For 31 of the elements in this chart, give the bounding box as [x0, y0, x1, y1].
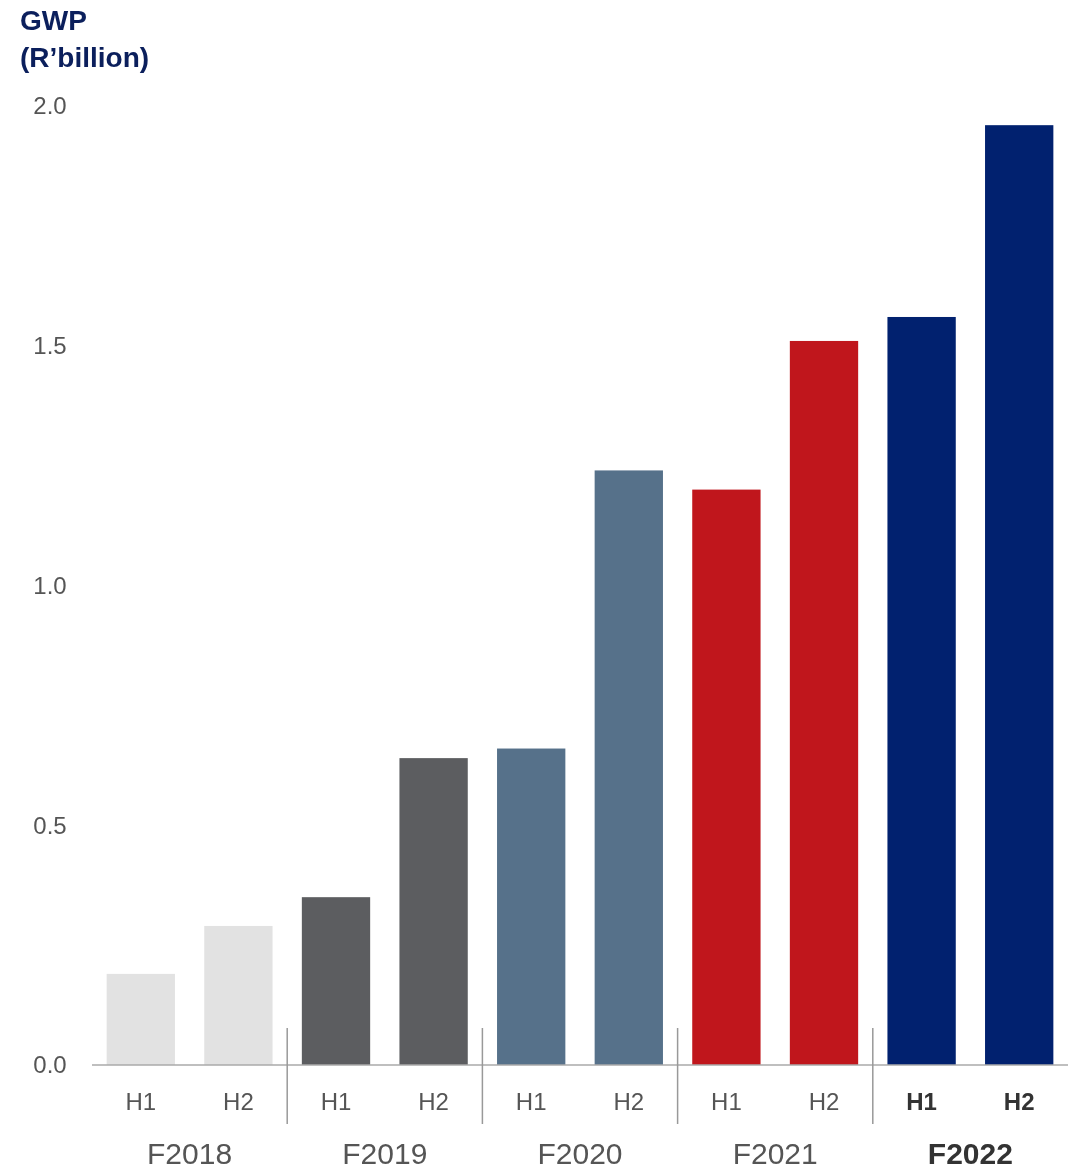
x-tick-label: H1 — [711, 1088, 742, 1115]
y-tick-label: 1.0 — [33, 571, 67, 599]
y-tick-label: 2.0 — [33, 92, 67, 120]
x-tick-label: H2 — [613, 1088, 645, 1115]
y-tick-label: 0.5 — [33, 811, 67, 839]
bar — [106, 973, 175, 1065]
bar — [399, 758, 468, 1065]
x-tick-label: H2 — [808, 1088, 840, 1115]
bar — [497, 748, 566, 1065]
text: F2018 — [147, 1137, 233, 1169]
x-tick-label: H2 — [1003, 1088, 1035, 1115]
text: F2021 — [732, 1137, 818, 1169]
bar — [204, 925, 273, 1065]
x-tick-label: H1 — [515, 1088, 547, 1115]
y-axis-title: GWP (R’billion) — [20, 5, 150, 73]
bar — [789, 340, 859, 1065]
text: F2019 — [342, 1137, 428, 1169]
text: F2020 — [537, 1137, 623, 1169]
bar — [594, 470, 663, 1065]
x-tick-label: H1 — [320, 1088, 352, 1115]
x-tick-label: H1 — [125, 1088, 157, 1115]
bar — [301, 897, 371, 1065]
bar — [692, 489, 761, 1065]
x-tick-label: H2 — [418, 1088, 449, 1115]
x-tick-label: H1 — [906, 1088, 937, 1115]
bar — [887, 316, 956, 1065]
x-tick-label: H2 — [223, 1088, 254, 1115]
y-tick-label: 0.0 — [33, 1051, 67, 1079]
text: F2022 — [927, 1137, 1013, 1169]
y-tick-label: 1.5 — [33, 332, 67, 360]
bar — [985, 125, 1054, 1065]
